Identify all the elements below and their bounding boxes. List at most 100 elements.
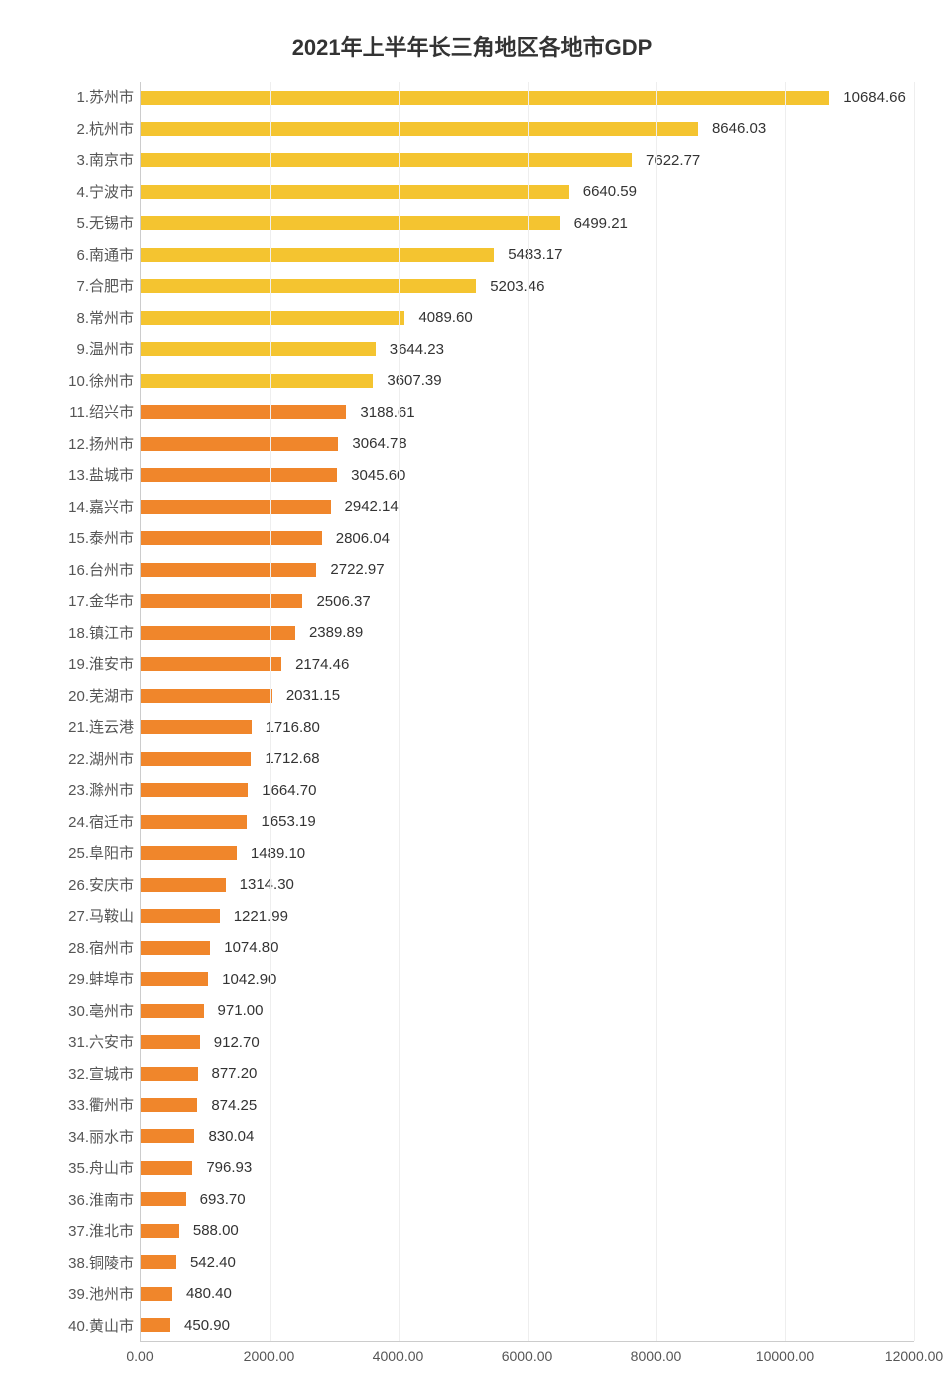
bar-value-label: 1221.99 (234, 908, 288, 925)
gridline-vertical (656, 82, 657, 1341)
gridline-vertical (528, 82, 529, 1341)
bar (141, 1287, 172, 1301)
bar (141, 752, 251, 766)
bar-value-label: 3607.39 (387, 372, 441, 389)
bar-value-label: 7622.77 (646, 152, 700, 169)
y-axis-label: 28.宿州市 (30, 933, 134, 964)
chart-body: 1.苏州市2.杭州市3.南京市4.宁波市5.无锡市6.南通市7.合肥市8.常州市… (30, 82, 914, 1342)
bar (141, 563, 316, 577)
gridline-vertical (399, 82, 400, 1341)
bar (141, 1129, 194, 1143)
y-axis-label: 39.池州市 (30, 1279, 134, 1310)
y-axis-label: 7.合肥市 (30, 271, 134, 302)
chart-page: 2021年上半年长三角地区各地市GDP 1.苏州市2.杭州市3.南京市4.宁波市… (0, 0, 944, 1391)
bar (141, 1255, 176, 1269)
bar (141, 91, 829, 105)
bar (141, 878, 226, 892)
bar (141, 1067, 198, 1081)
bar (141, 248, 494, 262)
bar (141, 783, 248, 797)
bar-value-label: 588.00 (193, 1222, 239, 1239)
gridline-vertical (785, 82, 786, 1341)
y-axis-label: 31.六安市 (30, 1027, 134, 1058)
y-axis-label: 23.滁州市 (30, 775, 134, 806)
bar (141, 437, 338, 451)
y-axis-label: 14.嘉兴市 (30, 492, 134, 523)
bar-value-label: 3045.60 (351, 467, 405, 484)
bar-value-label: 5203.46 (490, 278, 544, 295)
y-axis-label: 11.绍兴市 (30, 397, 134, 428)
bar-value-label: 1712.68 (265, 750, 319, 767)
x-axis-tick: 12000.00 (885, 1348, 943, 1364)
bar-value-label: 2389.89 (309, 624, 363, 641)
bar-value-label: 830.04 (208, 1128, 254, 1145)
y-axis-label: 2.杭州市 (30, 114, 134, 145)
bar-value-label: 2806.04 (336, 530, 390, 547)
y-axis-label: 34.丽水市 (30, 1122, 134, 1153)
bar-value-label: 1042.90 (222, 971, 276, 988)
bar (141, 626, 295, 640)
bar-value-label: 1489.10 (251, 845, 305, 862)
bar (141, 689, 272, 703)
bar-value-label: 877.20 (212, 1065, 258, 1082)
y-axis-label: 36.淮南市 (30, 1185, 134, 1216)
bar (141, 1161, 192, 1175)
bar-value-label: 2722.97 (330, 561, 384, 578)
bar (141, 941, 210, 955)
y-axis-label: 22.湖州市 (30, 744, 134, 775)
y-axis-label: 37.淮北市 (30, 1216, 134, 1247)
bar-value-label: 10684.66 (843, 89, 906, 106)
bar-value-label: 480.40 (186, 1285, 232, 1302)
bar (141, 657, 281, 671)
y-axis-label: 4.宁波市 (30, 177, 134, 208)
bar (141, 153, 632, 167)
bar (141, 909, 220, 923)
y-axis-label: 15.泰州市 (30, 523, 134, 554)
bar-value-label: 2174.46 (295, 656, 349, 673)
y-axis-label: 32.宣城市 (30, 1059, 134, 1090)
bar (141, 720, 252, 734)
x-axis-tick: 10000.00 (756, 1348, 814, 1364)
y-axis-label: 5.无锡市 (30, 208, 134, 239)
bar (141, 1192, 186, 1206)
gridline-vertical (914, 82, 915, 1341)
y-axis-label: 17.金华市 (30, 586, 134, 617)
bar-value-label: 5483.17 (508, 246, 562, 263)
x-axis-tick: 8000.00 (631, 1348, 682, 1364)
bar (141, 531, 322, 545)
bar (141, 815, 247, 829)
y-axis-label: 38.铜陵市 (30, 1248, 134, 1279)
bar-value-label: 2506.37 (316, 593, 370, 610)
y-axis-label: 26.安庆市 (30, 870, 134, 901)
bar (141, 1224, 179, 1238)
bar-value-label: 796.93 (206, 1159, 252, 1176)
bar (141, 405, 346, 419)
bar-value-label: 6499.21 (574, 215, 628, 232)
bar (141, 594, 302, 608)
y-axis-label: 27.马鞍山 (30, 901, 134, 932)
y-axis-label: 1.苏州市 (30, 82, 134, 113)
y-axis-label: 18.镇江市 (30, 618, 134, 649)
bar (141, 1318, 170, 1332)
y-axis-label: 19.淮安市 (30, 649, 134, 680)
y-axis-label: 8.常州市 (30, 303, 134, 334)
bar-value-label: 2942.14 (345, 498, 399, 515)
bar-value-label: 912.70 (214, 1034, 260, 1051)
bar (141, 1098, 197, 1112)
y-axis-label: 16.台州市 (30, 555, 134, 586)
y-axis-label: 3.南京市 (30, 145, 134, 176)
bar-value-label: 971.00 (218, 1002, 264, 1019)
y-axis-label: 21.连云港 (30, 712, 134, 743)
y-axis-labels: 1.苏州市2.杭州市3.南京市4.宁波市5.无锡市6.南通市7.合肥市8.常州市… (30, 82, 140, 1342)
y-axis-label: 10.徐州市 (30, 366, 134, 397)
bar (141, 468, 337, 482)
chart-title: 2021年上半年长三角地区各地市GDP (30, 30, 914, 62)
bar (141, 342, 376, 356)
bar (141, 846, 237, 860)
y-axis-label: 35.舟山市 (30, 1153, 134, 1184)
bar-value-label: 3188.61 (360, 404, 414, 421)
bar-value-label: 542.40 (190, 1254, 236, 1271)
plot-area: 10684.668646.037622.776640.596499.215483… (140, 82, 914, 1342)
y-axis-label: 40.黄山市 (30, 1311, 134, 1342)
x-axis-tick: 2000.00 (244, 1348, 295, 1364)
